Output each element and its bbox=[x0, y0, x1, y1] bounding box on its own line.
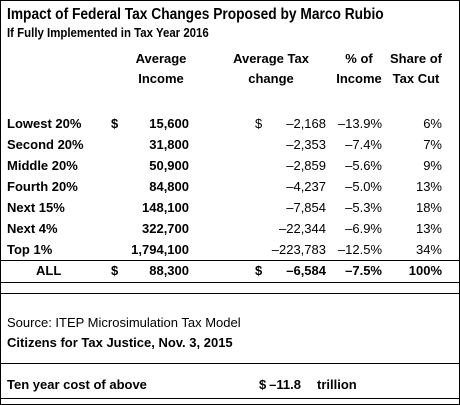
pct-income: –5.0% bbox=[345, 179, 382, 194]
cost-value: –11.8 bbox=[269, 377, 301, 392]
column-header: % of bbox=[345, 51, 373, 66]
rule bbox=[1, 260, 459, 261]
tax-change: –2,353 bbox=[286, 137, 326, 152]
column-header: Income bbox=[336, 71, 382, 86]
pct-income: –5.6% bbox=[345, 158, 382, 173]
share-cut: 34% bbox=[415, 242, 442, 257]
rule bbox=[1, 398, 459, 399]
tax-change: –4,237 bbox=[286, 179, 326, 194]
income: 1,794,100 bbox=[131, 242, 189, 257]
rule bbox=[1, 293, 459, 294]
source: Source: ITEP Microsimulation Tax Model bbox=[7, 315, 241, 330]
row-label: Fourth 20% bbox=[7, 179, 78, 194]
pct-income: –5.3% bbox=[345, 200, 382, 215]
row-label: Second 20% bbox=[7, 137, 84, 152]
income: 322,700 bbox=[142, 221, 189, 236]
tax-change: –7,854 bbox=[286, 200, 326, 215]
pct-income: –12.5% bbox=[337, 242, 382, 257]
row-label: Middle 20% bbox=[7, 158, 78, 173]
cost-unit: trillion bbox=[317, 377, 357, 392]
share-cut: 6% bbox=[423, 116, 442, 131]
currency: $ bbox=[255, 263, 263, 278]
row-label: ALL bbox=[36, 263, 62, 278]
share-cut: 13% bbox=[415, 221, 442, 236]
rule bbox=[1, 282, 459, 283]
column-header: Income bbox=[138, 71, 184, 86]
share-cut: 18% bbox=[415, 200, 442, 215]
tax-change: –2,859 bbox=[286, 158, 326, 173]
cost-currency: $ bbox=[259, 377, 267, 392]
column-header: Average bbox=[135, 51, 187, 66]
income: 88,300 bbox=[149, 263, 189, 278]
share-cut: 100% bbox=[408, 263, 442, 278]
cost-label: Ten year cost of above bbox=[7, 377, 147, 392]
row-label: Lowest 20% bbox=[7, 116, 82, 131]
income: 15,600 bbox=[149, 116, 189, 131]
column-header: Share of bbox=[389, 51, 443, 66]
income: 31,800 bbox=[149, 137, 189, 152]
column-header: Tax Cut bbox=[392, 71, 440, 86]
income: 84,800 bbox=[149, 179, 189, 194]
pct-income: –13.9% bbox=[337, 116, 382, 131]
currency: $ bbox=[111, 116, 119, 131]
subtitle: If Fully Implemented in Tax Year 2016 bbox=[7, 25, 209, 40]
title: Impact of Federal Tax Changes Proposed b… bbox=[7, 6, 384, 23]
share-cut: 7% bbox=[423, 137, 442, 152]
pct-income: –7.5% bbox=[345, 263, 382, 278]
tax-change: –223,783 bbox=[271, 242, 326, 257]
pct-income: –7.4% bbox=[345, 137, 382, 152]
currency: $ bbox=[255, 116, 263, 131]
row-label: Next 15% bbox=[7, 200, 65, 215]
row-label: Next 4% bbox=[7, 221, 58, 236]
row-label: Top 1% bbox=[7, 242, 53, 257]
tax-change: –6,584 bbox=[286, 263, 326, 278]
tax-change: –2,168 bbox=[286, 116, 326, 131]
rule bbox=[1, 363, 459, 364]
credit: Citizens for Tax Justice, Nov. 3, 2015 bbox=[7, 335, 233, 350]
share-cut: 13% bbox=[415, 179, 442, 194]
income: 148,100 bbox=[142, 200, 189, 215]
income: 50,900 bbox=[149, 158, 189, 173]
pct-income: –6.9% bbox=[345, 221, 382, 236]
share-cut: 9% bbox=[423, 158, 442, 173]
tax-change: –22,344 bbox=[279, 221, 326, 236]
currency: $ bbox=[111, 263, 119, 278]
column-header: Average Tax bbox=[233, 51, 309, 66]
column-header: change bbox=[248, 71, 294, 86]
